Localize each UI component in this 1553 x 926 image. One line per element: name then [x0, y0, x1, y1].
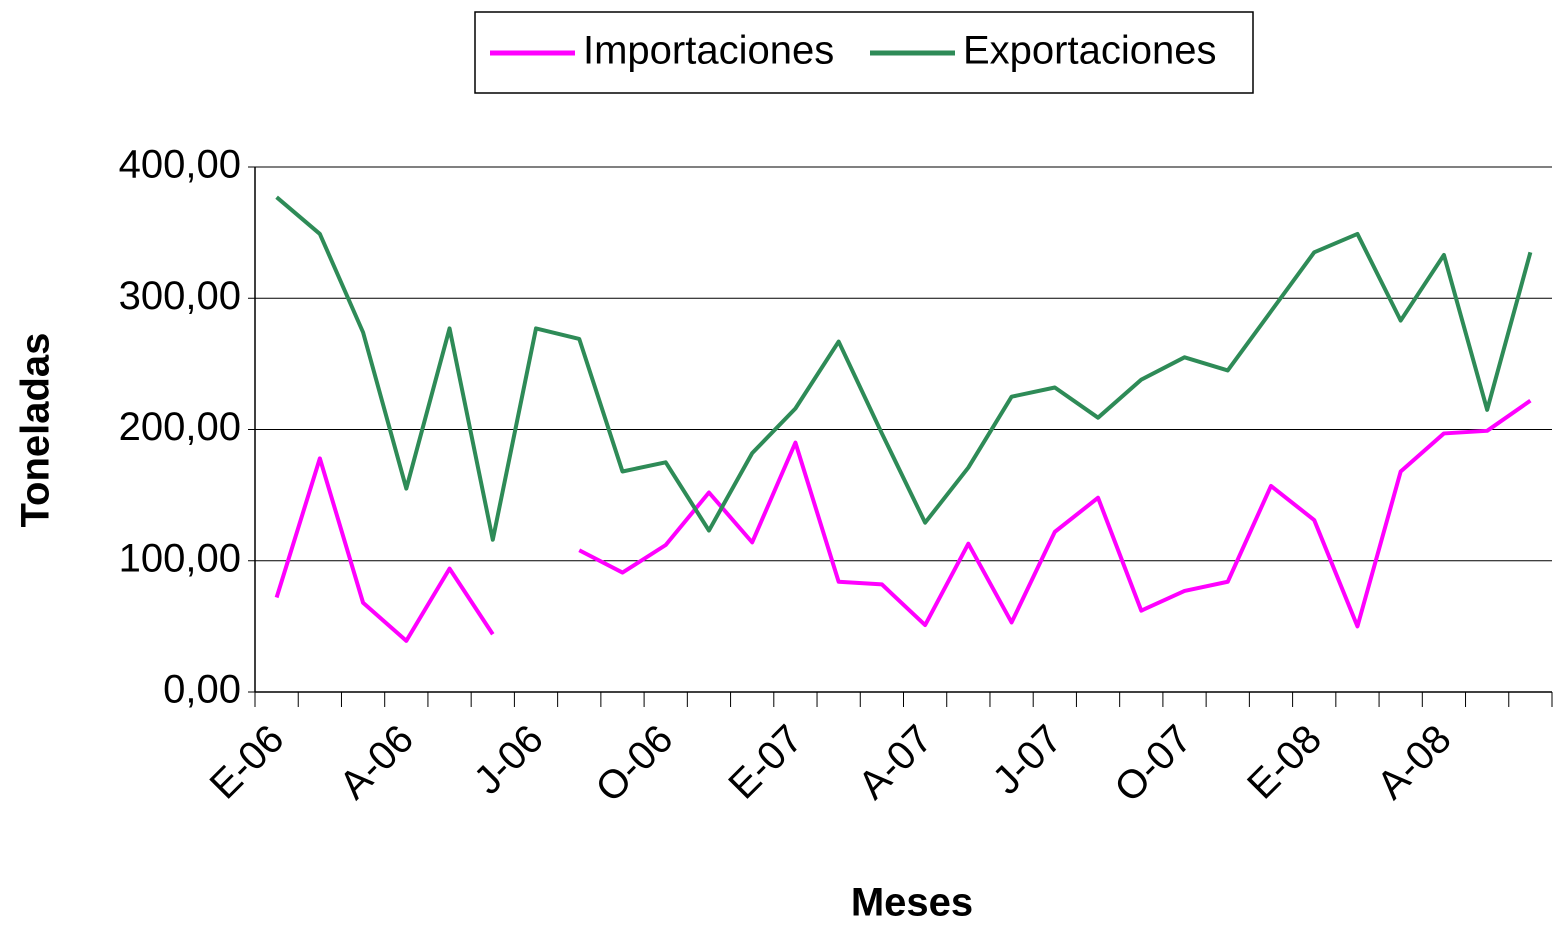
x-tick-label: J-06 — [466, 717, 552, 803]
x-tick-label: E-07 — [720, 717, 811, 808]
y-tick-label: 0,00 — [163, 668, 241, 712]
x-tick-label: A-06 — [331, 717, 422, 808]
y-tick-label: 200,00 — [119, 405, 241, 449]
y-tick-label: 300,00 — [119, 274, 241, 318]
y-axis-label: Toneladas — [14, 333, 58, 528]
y-tick-label: 100,00 — [119, 536, 241, 580]
series-line — [578, 398, 1532, 629]
x-tick-label: J-07 — [985, 717, 1071, 803]
x-tick-label: E-06 — [202, 717, 293, 808]
x-tick-label: O-07 — [1106, 717, 1200, 811]
x-tick-label: A-07 — [850, 717, 941, 808]
x-tick-label: E-08 — [1239, 717, 1330, 808]
x-axis-label: Meses — [851, 881, 973, 925]
legend-label: Exportaciones — [963, 29, 1216, 73]
y-tick-label: 400,00 — [119, 143, 241, 187]
x-tick-label: A-08 — [1369, 717, 1460, 808]
legend-label: Importaciones — [583, 29, 834, 73]
series-line — [275, 195, 1533, 542]
series-line — [274, 456, 495, 643]
x-tick-label: O-06 — [588, 717, 682, 811]
legend-box — [474, 11, 1254, 94]
